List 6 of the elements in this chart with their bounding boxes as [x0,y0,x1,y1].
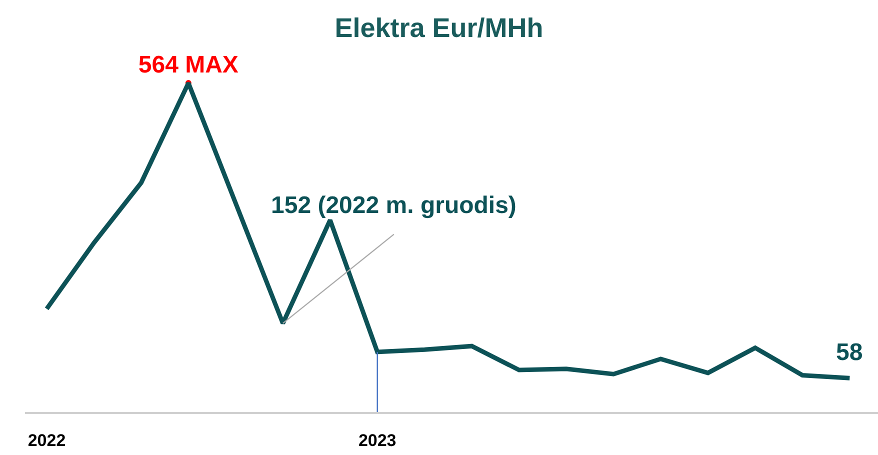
x-tick-label: 2022 [28,431,66,450]
data-label: 564 MAX [138,51,238,78]
chart-title: Elektra Eur/MHh [334,12,544,43]
data-label: 58 [836,339,863,366]
x-tick-label: 2023 [358,431,396,450]
data-label: 152 (2022 m. gruodis) [271,192,516,219]
